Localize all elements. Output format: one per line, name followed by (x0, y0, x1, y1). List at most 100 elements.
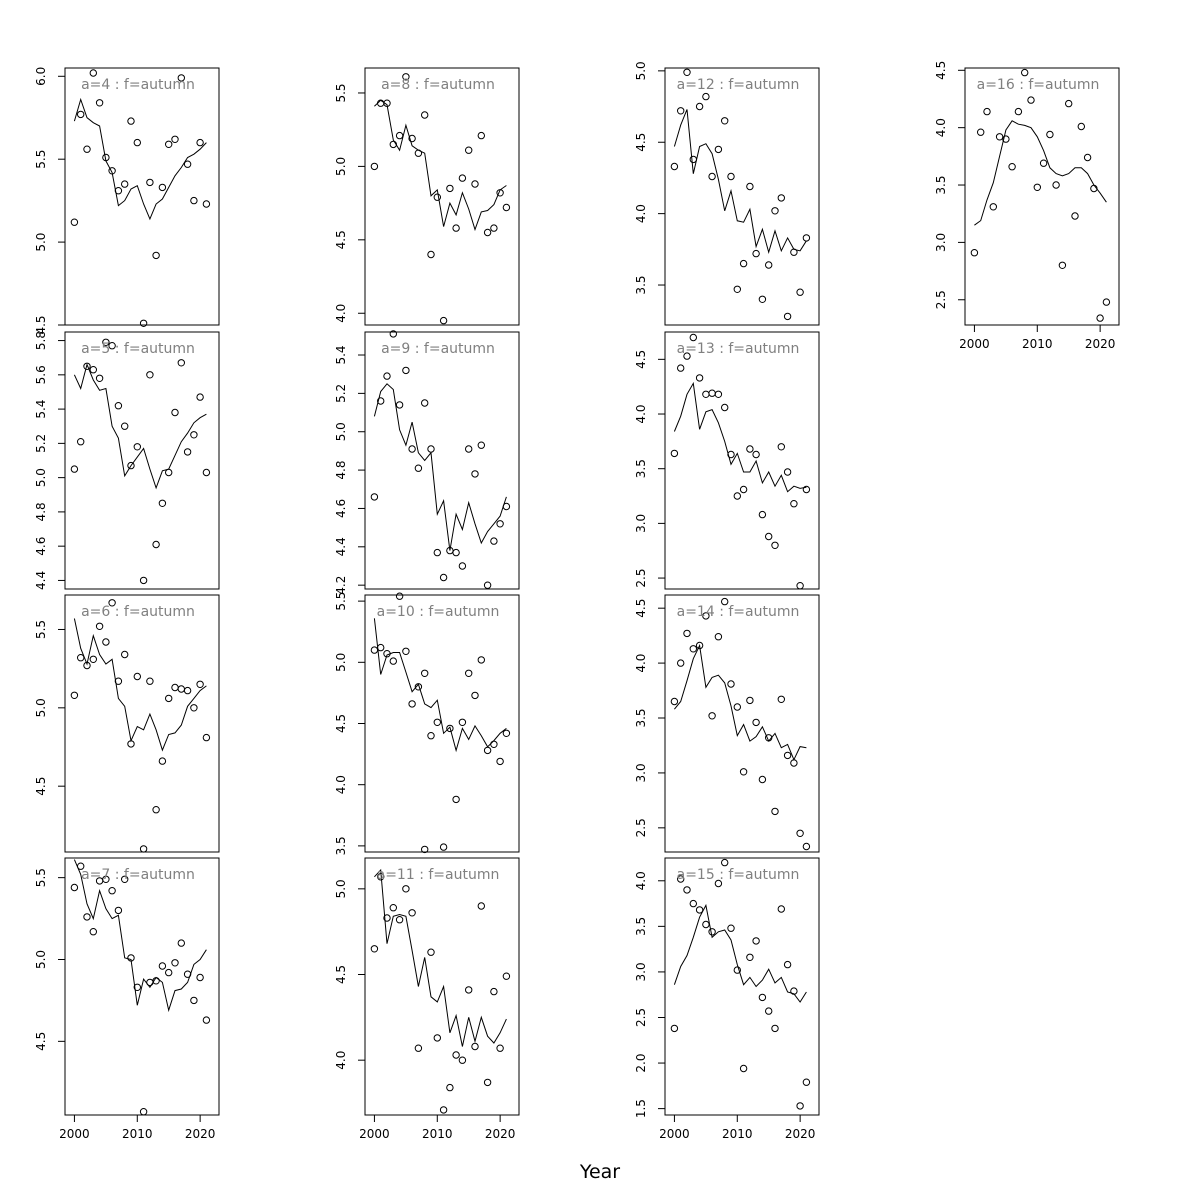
data-point (702, 390, 710, 398)
data-point (190, 196, 198, 205)
data-point (458, 562, 467, 570)
data-point (483, 1078, 492, 1087)
data-point (127, 461, 135, 470)
y-tick-label: 2.5 (634, 569, 648, 588)
data-point (190, 996, 198, 1005)
data-point (502, 203, 511, 212)
data-point (1058, 261, 1067, 269)
data-point (714, 145, 723, 154)
data-point (752, 249, 760, 258)
y-tick-label: 3.5 (334, 836, 348, 855)
fit-line (374, 868, 507, 1047)
data-point (177, 74, 186, 82)
data-point (765, 532, 773, 541)
data-point (370, 493, 379, 501)
data-point (89, 928, 98, 936)
x-tick-label: 2020 (485, 1127, 516, 1141)
data-point (133, 672, 142, 681)
data-point (414, 464, 423, 472)
data-point (1039, 159, 1048, 167)
data-point (727, 172, 735, 181)
data-point (95, 622, 104, 630)
data-point (733, 492, 741, 500)
panel-frame (664, 857, 820, 1116)
data-point (733, 703, 741, 711)
panel-title: a=12 : f=autumn (677, 77, 800, 93)
x-tick-label: 2010 (1022, 337, 1053, 351)
data-point (108, 342, 116, 350)
data-point (152, 251, 160, 260)
data-point (721, 597, 729, 606)
y-tick-label: 4.5 (34, 777, 48, 796)
data-point (146, 677, 154, 685)
data-point (1020, 68, 1029, 77)
data-point (1083, 153, 1092, 162)
data-point (471, 691, 479, 700)
y-tick-label: 5.0 (34, 233, 48, 252)
data-point (802, 234, 811, 242)
y-tick-label: 2.5 (634, 1008, 648, 1027)
data-point (83, 661, 91, 670)
data-point (689, 645, 697, 653)
y-tick-label: 2.0 (634, 1054, 648, 1073)
data-point (777, 443, 785, 451)
panel-frame (364, 857, 520, 1116)
y-tick-label: 3.0 (634, 962, 648, 981)
data-point (702, 920, 710, 929)
fit-line (373, 618, 507, 753)
data-point (421, 111, 429, 119)
data-point (733, 285, 741, 293)
data-point (108, 167, 116, 175)
y-tick-label: 4.5 (34, 1032, 48, 1051)
data-point (727, 450, 735, 459)
data-point (89, 366, 98, 374)
data-point (802, 485, 811, 494)
data-point (171, 683, 179, 692)
data-point (183, 448, 192, 456)
data-point (683, 352, 691, 360)
fit-line (673, 109, 807, 255)
data-point (970, 249, 979, 257)
data-point (77, 438, 85, 446)
panel-frame (664, 331, 820, 590)
data-point (402, 885, 410, 893)
data-point (165, 468, 173, 477)
y-tick-label: 5.0 (334, 422, 348, 441)
data-point (452, 224, 460, 232)
data-point (171, 959, 179, 967)
panel-4: 4.5 5.0 5.5 2000 2010 2020 a=7 : f=autumn (34, 857, 220, 1141)
data-point (477, 441, 485, 449)
data-point (152, 806, 160, 814)
y-tick-label: 2.5 (934, 290, 948, 309)
data-point (758, 510, 767, 519)
panel-title: a=15 : f=autumn (677, 867, 800, 883)
data-point (727, 680, 735, 688)
data-point (83, 145, 91, 153)
y-tick-label: 6.0 (34, 67, 48, 86)
y-tick-label: 4.5 (934, 61, 948, 80)
panel-frame (364, 331, 520, 590)
panel-10: 2.5 3.0 3.5 4.0 4.5 a=13 : f=autumn (634, 331, 820, 590)
y-tick-label: 4.4 (334, 537, 348, 556)
data-point (421, 845, 429, 854)
data-point (108, 887, 116, 895)
data-point (670, 697, 679, 706)
y-tick-label: 4.6 (34, 537, 48, 556)
panel-9: 3.5 4.0 4.5 5.0 a=12 : f=autumn (634, 61, 820, 326)
y-tick-label: 3.0 (634, 514, 648, 533)
data-point (752, 937, 760, 945)
data-point (490, 224, 498, 232)
data-point (158, 499, 167, 507)
data-point (433, 548, 441, 557)
fit-line (374, 99, 507, 232)
data-point (727, 924, 735, 932)
data-point (721, 858, 729, 867)
fit-line (373, 383, 507, 551)
y-tick-label: 5.2 (334, 384, 348, 403)
data-point (439, 843, 448, 851)
data-point (452, 795, 460, 804)
data-point (127, 740, 135, 748)
y-tick-label: 5.4 (34, 400, 48, 419)
data-point (427, 445, 435, 453)
